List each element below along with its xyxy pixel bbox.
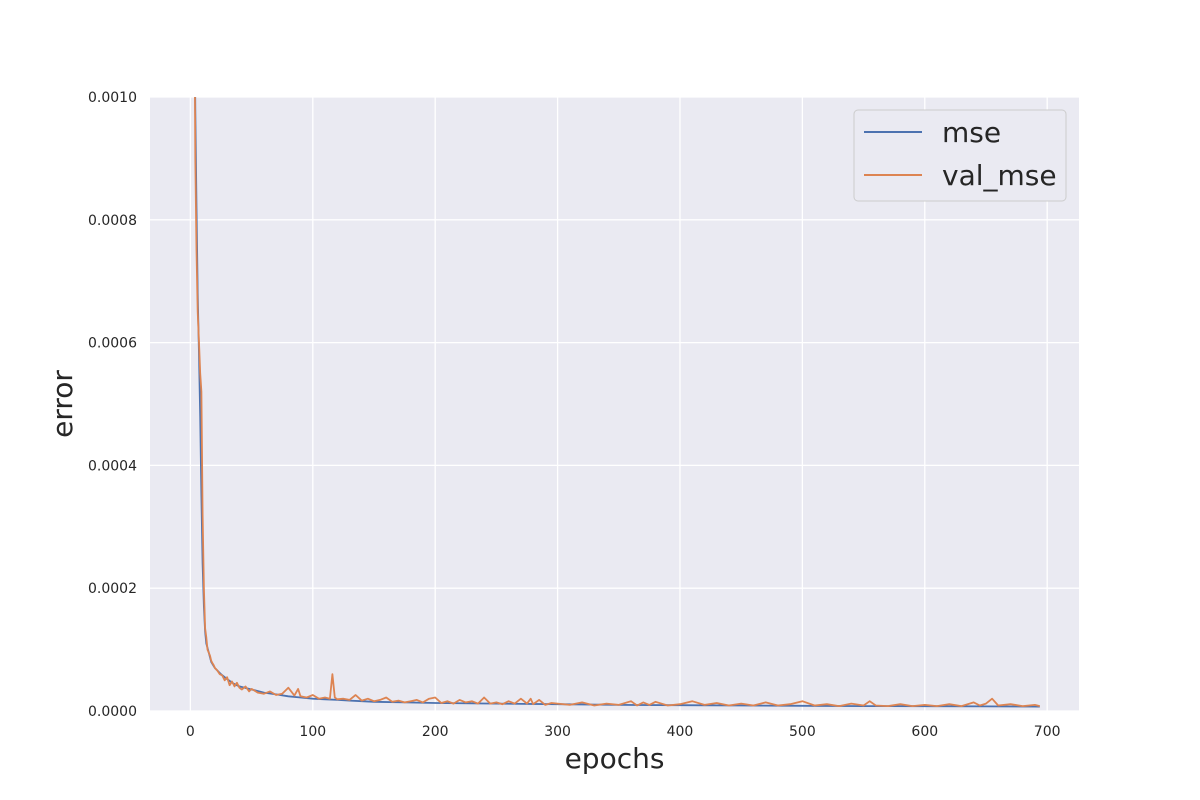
x-tick-label: 300 — [544, 724, 571, 740]
x-axis-title: epochs — [565, 742, 665, 775]
y-tick-label: 0.0002 — [88, 581, 137, 597]
x-tick-label: 100 — [299, 724, 326, 740]
x-tick-label: 0 — [186, 724, 195, 740]
series-line-val-mse — [194, 97, 1041, 707]
x-tick-label: 600 — [911, 724, 938, 740]
x-tick-label: 200 — [422, 724, 449, 740]
x-axis-ticks: 0 100 200 300 400 500 600 700 — [186, 724, 1061, 740]
y-axis-title: error — [46, 370, 79, 438]
y-axis-ticks: 0.0000 0.0002 0.0004 0.0006 0.0008 0.0010 — [88, 90, 137, 720]
legend-label-mse: mse — [942, 116, 1001, 149]
x-tick-label: 400 — [667, 724, 694, 740]
y-tick-label: 0.0004 — [88, 458, 137, 474]
y-tick-label: 0.0010 — [88, 90, 137, 106]
series-lines — [194, 97, 1041, 708]
y-tick-label: 0.0006 — [88, 336, 137, 352]
x-tick-label: 700 — [1034, 724, 1061, 740]
x-tick-label: 500 — [789, 724, 816, 740]
legend: mse val_mse — [853, 109, 1067, 202]
legend-label-val-mse: val_mse — [942, 159, 1057, 192]
y-tick-label: 0.0000 — [88, 704, 137, 720]
y-tick-label: 0.0008 — [88, 213, 137, 229]
